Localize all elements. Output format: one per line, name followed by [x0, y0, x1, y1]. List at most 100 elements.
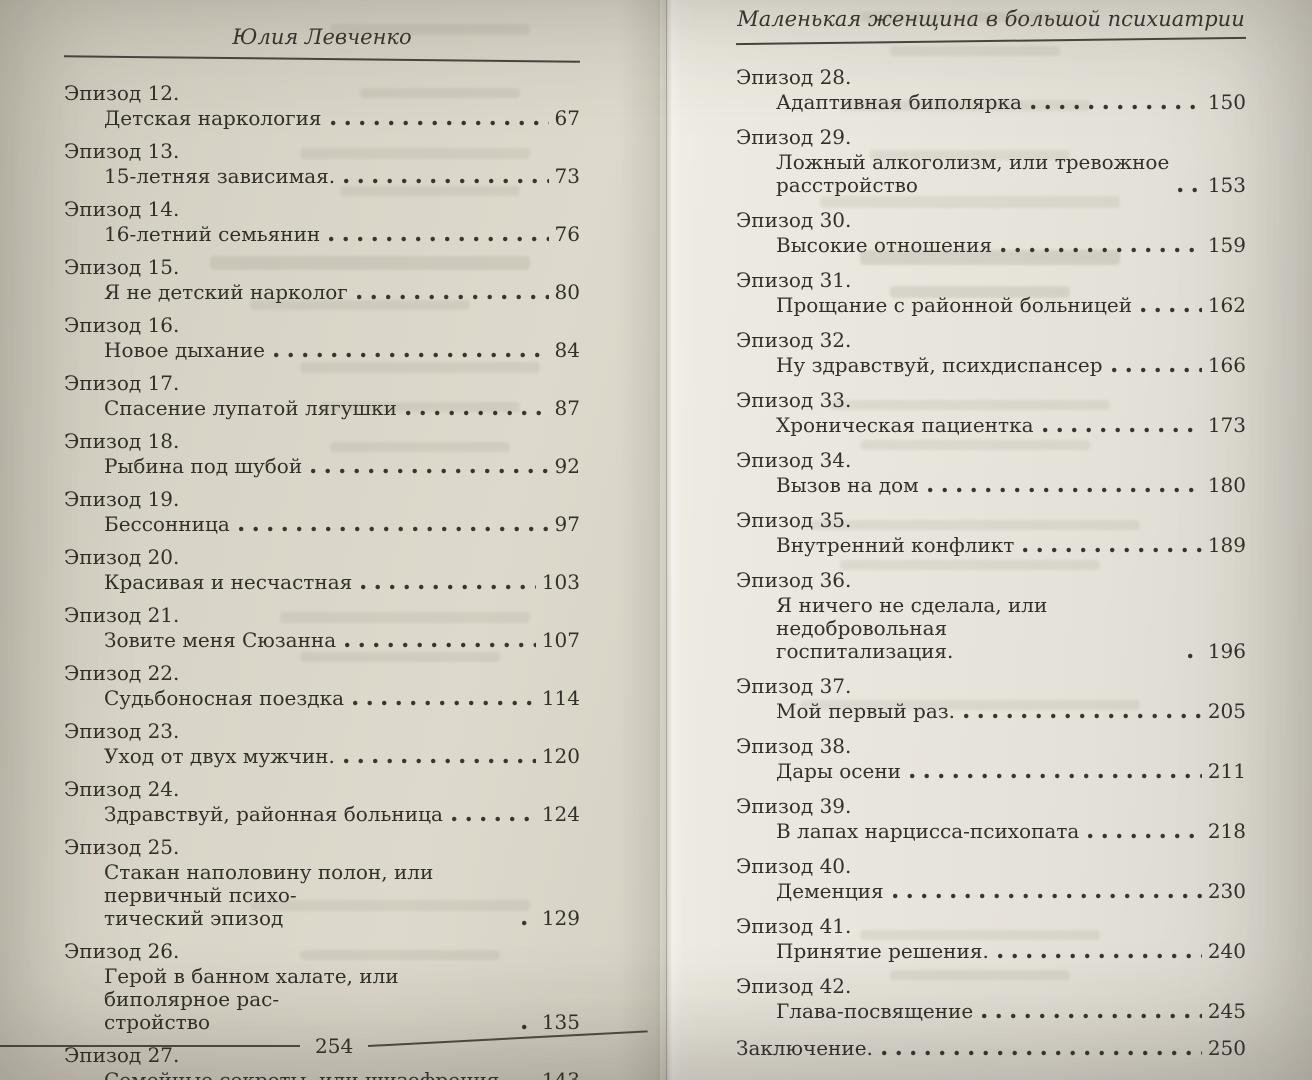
left-running-head: Юлия Левченко: [232, 25, 412, 49]
episode-title: Рыбина под шубой: [104, 454, 303, 478]
episode-label: Эпизод 23.: [64, 719, 180, 743]
episode-title-row: В лапах нарцисса-психопата 218: [736, 820, 1246, 843]
dot-leader: [982, 1013, 1202, 1019]
episode-page-number: 129: [541, 906, 580, 930]
folio-page-number: 254: [315, 1034, 354, 1058]
episode-title-row: Рыбина под шубой 92: [64, 455, 580, 478]
episode-title: Я ничего не сделала, или недобровольная …: [776, 593, 1048, 663]
toc-entry: Эпизод 18. Рыбина под шубой 92: [64, 430, 580, 478]
episode-title: Адаптивная биполярка: [776, 90, 1022, 114]
toc-entry: Эпизод 15. Я не детский нарколог 80: [64, 256, 580, 304]
episode-title-row: Здравствуй, районная больница 124: [64, 803, 580, 826]
episode-page-number: 97: [554, 512, 580, 536]
episode-title: В лапах нарцисса-психопата: [776, 819, 1080, 843]
toc-entry: Эпизод 37. Мой первый раз. 205: [736, 675, 1246, 723]
toc-entry: Эпизод 31. Прощание с районной больницей…: [736, 269, 1246, 317]
episode-label: Эпизод 15.: [64, 255, 180, 279]
episode-label: Эпизод 34.: [736, 448, 852, 472]
episode-title-row: Ложный алкоголизм, или тревожное расстро…: [736, 151, 1246, 197]
episode-title: Стакан наполовину полон, или первичный п…: [104, 860, 434, 930]
episode-label: Эпизод 33.: [736, 388, 852, 412]
dot-leader: [964, 713, 1202, 719]
dot-leader: [881, 1050, 1202, 1056]
toc-entry: Эпизод 33. Хроническая пациентка 173: [736, 389, 1246, 437]
episode-title: Прощание с районной больницей: [776, 293, 1133, 317]
episode-page-number: 173: [1207, 413, 1246, 437]
episode-title-row: Вызов на дом 180: [736, 474, 1246, 497]
episode-title: Деменция: [776, 879, 884, 903]
episode-title-row: Адаптивная биполярка 150: [736, 91, 1246, 114]
episode-page-number: 159: [1207, 233, 1246, 257]
episode-label: Эпизод 13.: [64, 139, 180, 163]
episode-label: Эпизод 19.: [64, 487, 180, 511]
episode-label: Эпизод 26.: [64, 939, 180, 963]
dot-leader: [1023, 547, 1202, 553]
episode-page-number: 166: [1207, 353, 1246, 377]
toc-entry: Эпизод 39. В лапах нарцисса-психопата 21…: [736, 795, 1246, 843]
dot-leader: [521, 920, 536, 926]
footer-rule-left: [0, 1045, 300, 1047]
episode-page-number: 87: [554, 396, 580, 420]
episode-title-row: Детская наркология 67: [64, 107, 580, 130]
episode-label: Эпизод 38.: [736, 734, 852, 758]
episode-title-row: Новое дыхание 84: [64, 339, 580, 362]
episode-title-row: Красивая и несчастная 103: [64, 571, 580, 594]
episode-title-row: Мой первый раз. 205: [736, 700, 1246, 723]
episode-label: Эпизод 31.: [736, 268, 852, 292]
episode-title-row: Стакан наполовину полон, или первичный п…: [64, 861, 580, 930]
episode-page-number: 230: [1207, 879, 1246, 903]
episode-label: Эпизод 29.: [736, 125, 852, 149]
episode-title: Ложный алкоголизм, или тревожное расстро…: [776, 150, 1170, 197]
toc-entry: Эпизод 20. Красивая и несчастная 103: [64, 546, 580, 594]
right-page-header: Маленькая женщина в большой психиатрии: [736, 6, 1246, 46]
toc-entry: Эпизод 35. Внутренний конфликт 189: [736, 509, 1246, 557]
dot-leader: [1001, 247, 1202, 253]
episode-label: Эпизод 16.: [64, 313, 180, 337]
episode-title: Судьбоносная поездка: [104, 686, 345, 710]
episode-title-row: Семейные секреты, или шизофрения 143: [64, 1069, 580, 1080]
episode-title-row: Зовите меня Сюзанна 107: [64, 629, 580, 652]
episode-page-number: 240: [1207, 939, 1246, 963]
toc-entry: Эпизод 36. Я ничего не сделала, или недо…: [736, 569, 1246, 663]
episode-title-row: Деменция 230: [736, 880, 1246, 903]
left-header-rule: [64, 55, 580, 63]
dot-leader: [330, 120, 549, 126]
episode-title: Глава-посвящение: [776, 999, 974, 1023]
episode-page-number: 153: [1207, 173, 1246, 197]
dot-leader: [356, 294, 549, 300]
dot-leader: [345, 642, 536, 648]
episode-title: Красивая и несчастная: [104, 570, 353, 594]
episode-title: Семейные секреты, или шизофрения: [104, 1068, 500, 1080]
episode-label: Эпизод 42.: [736, 974, 852, 998]
episode-page-number: 245: [1207, 999, 1246, 1023]
episode-label: Эпизод 20.: [64, 545, 180, 569]
dot-leader: [521, 1024, 536, 1030]
closing-page-number: 250: [1207, 1036, 1246, 1060]
dot-leader: [361, 584, 536, 590]
episode-title-row: Хроническая пациентка 173: [736, 414, 1246, 437]
dot-leader: [892, 893, 1202, 899]
episode-title: Дары осени: [776, 759, 901, 783]
episode-title-row: Герой в банном халате, или биполярное ра…: [64, 965, 580, 1034]
episode-label: Эпизод 17.: [64, 371, 180, 395]
left-page-header: Юлия Левченко: [64, 24, 580, 63]
episode-page-number: 84: [554, 338, 580, 362]
episode-title: Новое дыхание: [104, 338, 265, 362]
toc-entry: Эпизод 13. 15-летняя зависимая. 73: [64, 140, 580, 188]
episode-title-row: Уход от двух мужчин. 120: [64, 745, 580, 768]
toc-entry: Эпизод 41. Принятие решения. 240: [736, 915, 1246, 963]
episode-page-number: 120: [541, 744, 580, 768]
toc-entry: Эпизод 25. Стакан наполовину полон, или …: [64, 836, 580, 930]
episode-title: Зовите меня Сюзанна: [104, 628, 337, 652]
dot-leader: [1111, 367, 1202, 373]
episode-title: Я не детский нарколог: [104, 280, 348, 304]
dot-leader: [927, 487, 1202, 493]
episode-title: 16-летний семьянин: [104, 222, 321, 246]
episode-title: Внутренний конфликт: [776, 533, 1015, 557]
dot-leader: [451, 816, 536, 822]
toc-entry: Эпизод 26. Герой в банном халате, или би…: [64, 940, 580, 1034]
episode-page-number: 143: [541, 1068, 580, 1080]
toc-entry: Эпизод 21. Зовите меня Сюзанна 107: [64, 604, 580, 652]
episode-label: Эпизод 30.: [736, 208, 852, 232]
episode-label: Эпизод 22.: [64, 661, 180, 685]
